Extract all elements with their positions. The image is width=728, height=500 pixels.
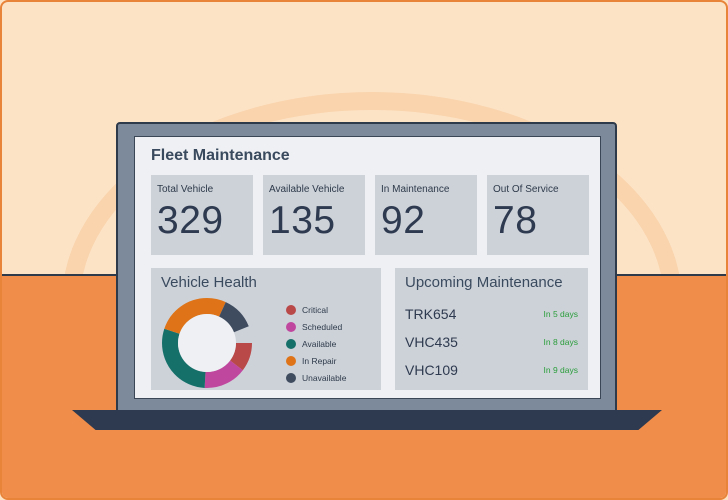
donut-segment-in-repair (162, 298, 252, 388)
legend-label: Unavailable (302, 372, 347, 383)
stat-label: Total Vehicle (157, 184, 214, 195)
donut-hole (178, 314, 236, 372)
page-title: Fleet Maintenance (151, 147, 290, 164)
vehicle-health-panel: Vehicle Health Critical Scheduled Availa… (151, 268, 381, 390)
legend-label: Critical (302, 305, 328, 316)
upcoming-maintenance-panel: Upcoming Maintenance TRK654 In 5 days VH… (395, 268, 588, 390)
donut-segment-scheduled (162, 298, 252, 388)
donut-segment-critical (162, 298, 252, 388)
legend-item-unavailable: Unavailable (286, 369, 346, 386)
stat-card-available-vehicle[interactable]: Available Vehicle 135 (263, 175, 365, 255)
chart-legend: Critical Scheduled Available In Repair U… (286, 302, 346, 386)
legend-dot (286, 372, 296, 383)
due-date: In 8 days (543, 337, 579, 347)
legend-item-available: Available (286, 336, 346, 353)
laptop: Fleet Maintenance Total Vehicle 329 Avai… (116, 122, 617, 412)
legend-label: In Repair (302, 355, 337, 366)
legend-label: Scheduled (302, 322, 343, 333)
vehicle-health-donut-chart (162, 298, 252, 388)
legend-label: Available (302, 338, 337, 349)
laptop-base (72, 410, 662, 430)
maintenance-row[interactable]: VHC435 In 8 days (405, 332, 578, 352)
legend-item-in-repair: In Repair (286, 352, 346, 369)
stat-card-out-of-service[interactable]: Out Of Service 78 (487, 175, 589, 255)
legend-item-critical: Critical (286, 302, 346, 319)
stat-label: In Maintenance (381, 184, 450, 195)
maintenance-row[interactable]: VHC109 In 9 days (405, 360, 578, 380)
stat-value: 329 (157, 199, 224, 242)
due-date: In 9 days (543, 365, 579, 375)
maintenance-row[interactable]: TRK654 In 5 days (405, 304, 578, 324)
stat-card-total-vehicle[interactable]: Total Vehicle 329 (151, 175, 253, 255)
due-date: In 5 days (543, 309, 579, 319)
legend-dot (286, 355, 296, 366)
stat-value: 78 (493, 199, 538, 242)
vehicle-health-title: Vehicle Health (161, 274, 257, 291)
vehicle-id: VHC435 (405, 334, 458, 350)
stat-label: Out Of Service (493, 184, 559, 195)
vehicle-id: VHC109 (405, 362, 458, 378)
stat-value: 135 (269, 199, 336, 242)
stat-card-in-maintenance[interactable]: In Maintenance 92 (375, 175, 477, 255)
laptop-screen: Fleet Maintenance Total Vehicle 329 Avai… (134, 136, 601, 399)
upcoming-maintenance-title: Upcoming Maintenance (405, 274, 563, 291)
legend-dot (286, 322, 296, 333)
legend-dot (286, 305, 296, 316)
legend-dot (286, 338, 296, 349)
stat-value: 92 (381, 199, 426, 242)
legend-item-scheduled: Scheduled (286, 319, 346, 336)
stat-label: Available Vehicle (269, 184, 345, 195)
vehicle-id: TRK654 (405, 306, 457, 322)
donut-segment-available (162, 298, 252, 388)
